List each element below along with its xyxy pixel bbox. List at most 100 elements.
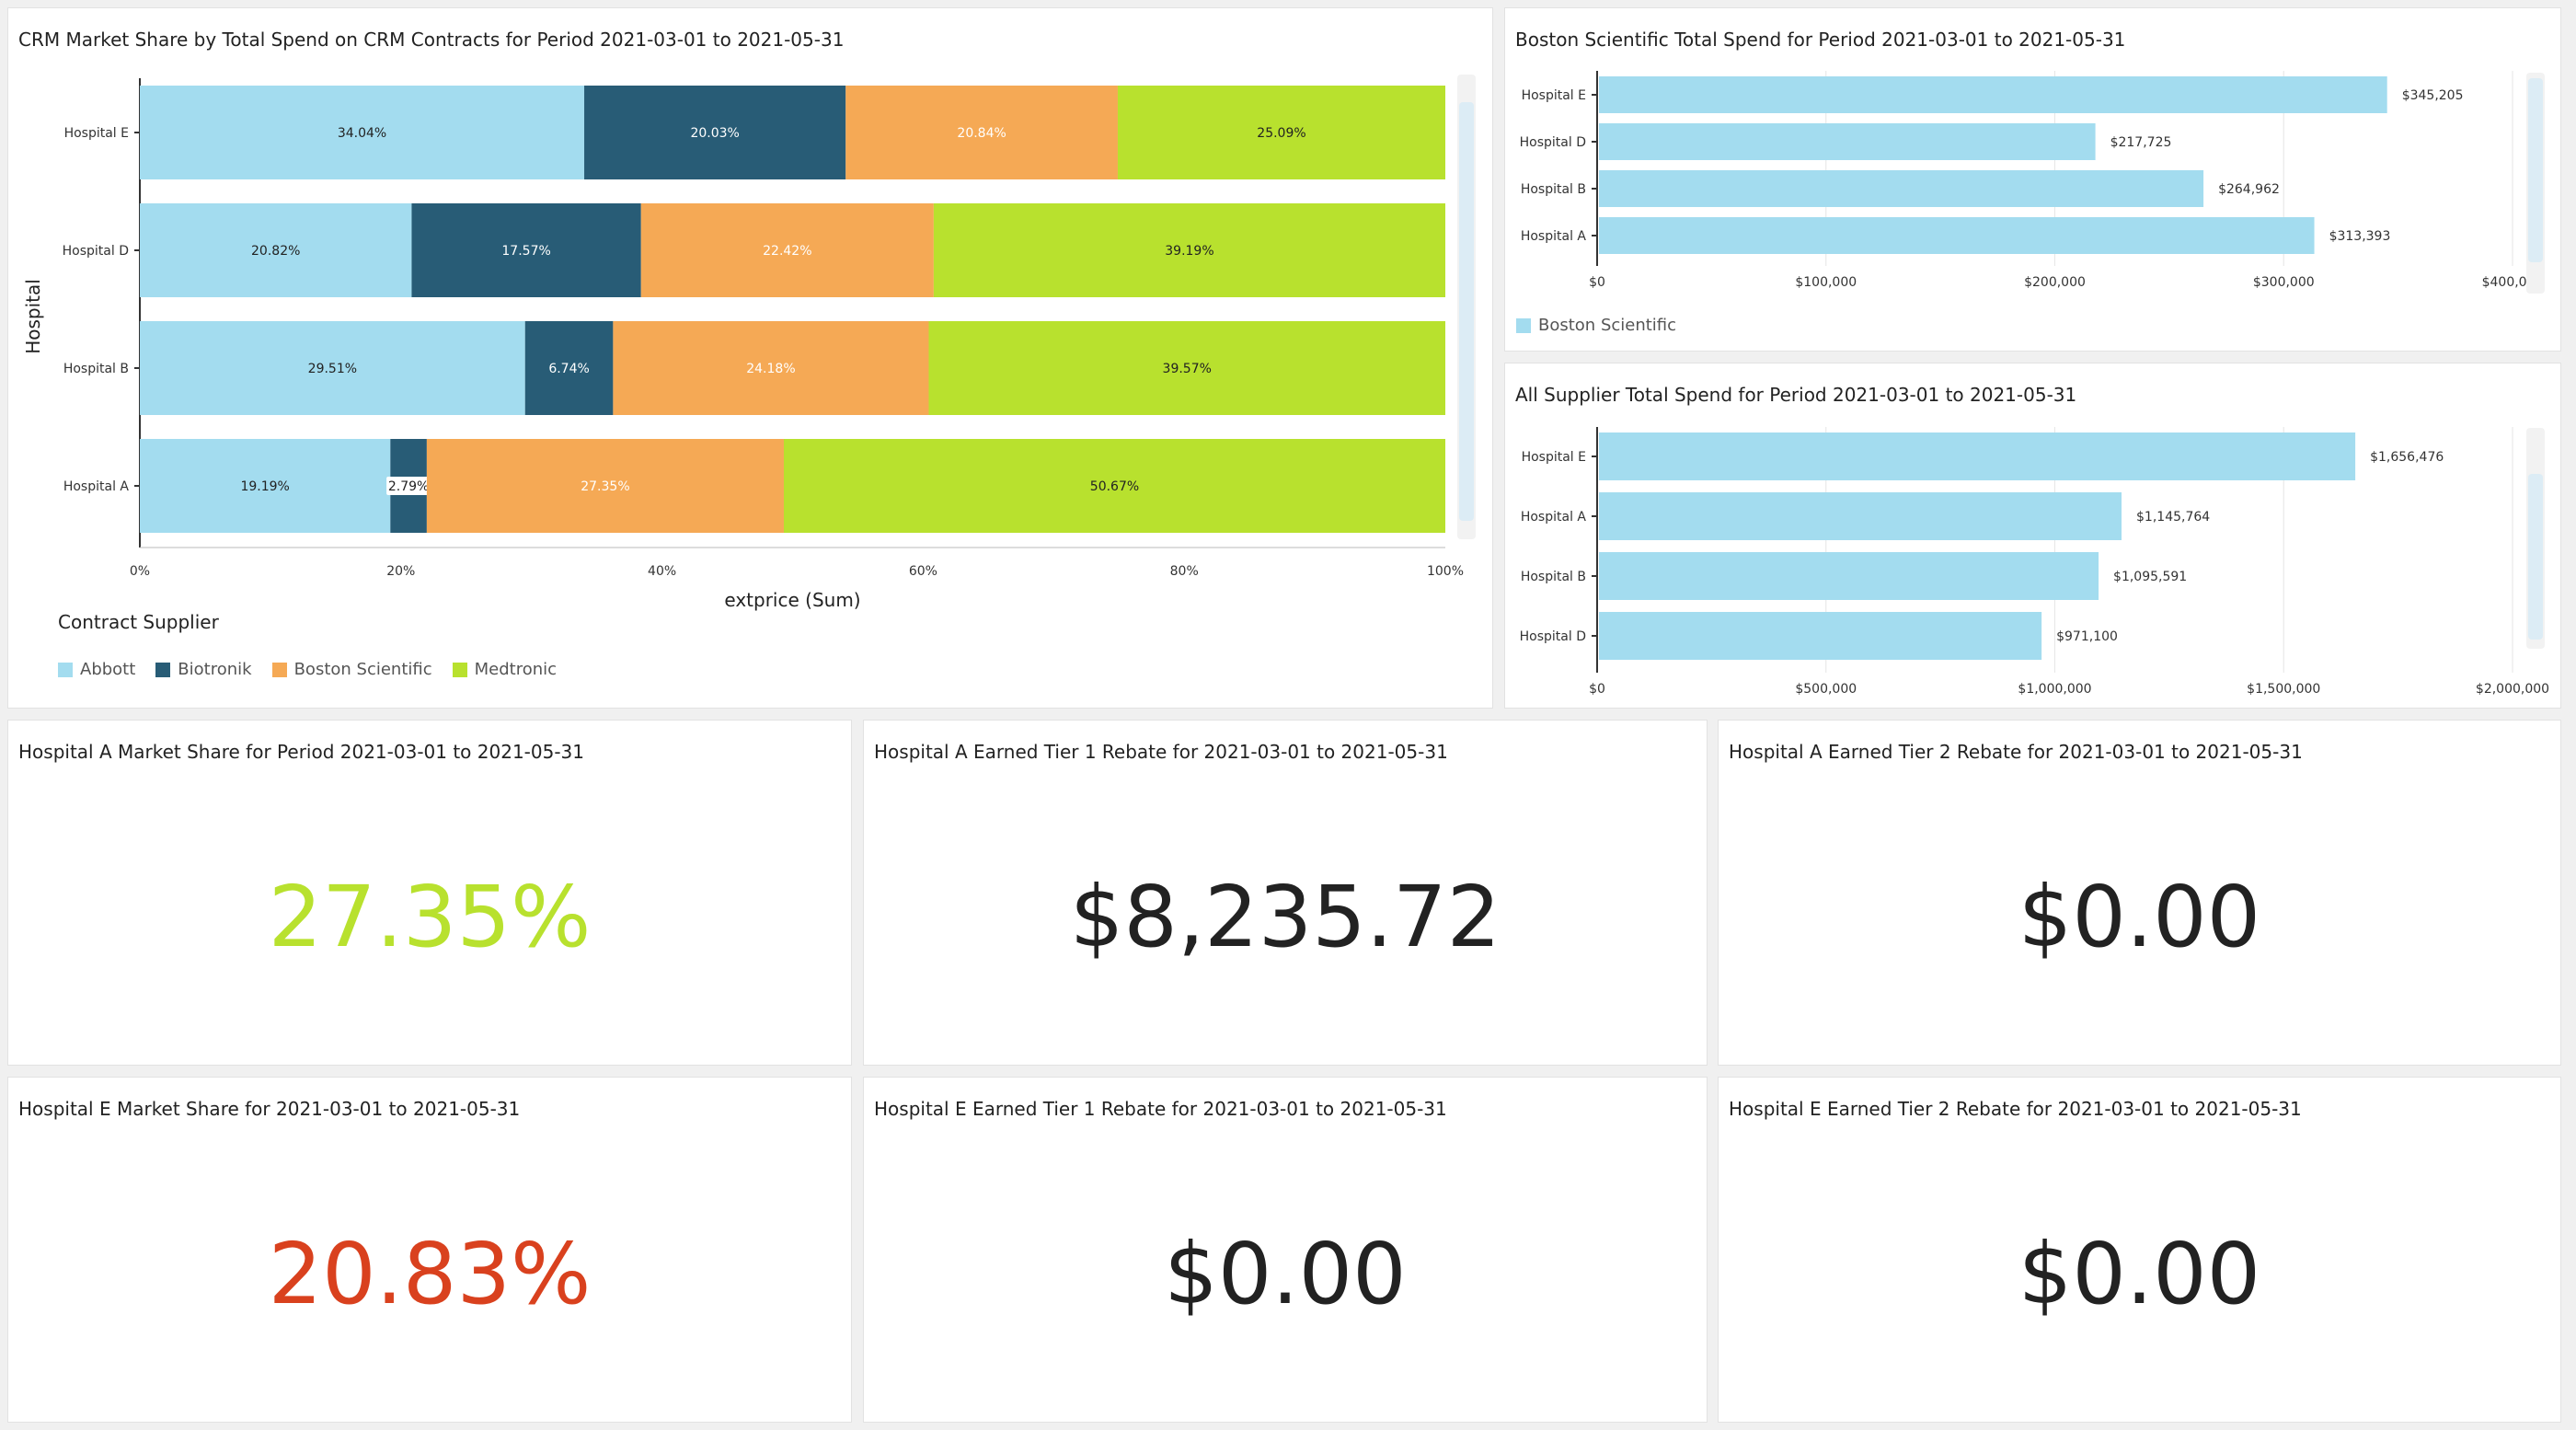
y-tick-label: Hospital D [1520, 629, 1586, 644]
y-tick-label: Hospital E [64, 126, 129, 141]
market-share-legend-title: Contract Supplier [58, 611, 219, 633]
data-label: 24.18% [746, 362, 795, 376]
kpi-title: Hospital A Market Share for Period 2021-… [18, 741, 585, 763]
kpi-value: 20.83% [268, 1225, 592, 1323]
data-label: $264,962 [2218, 182, 2280, 197]
x-tick-label: 40% [648, 564, 676, 579]
legend-item[interactable]: Biotronik [155, 660, 252, 679]
bar-segment [933, 203, 1445, 297]
bar-segment [640, 203, 934, 297]
data-label: 27.35% [581, 479, 629, 494]
x-tick-label: 80% [1170, 564, 1199, 579]
scrollbar-thumb[interactable] [2528, 474, 2543, 640]
data-label: $313,393 [2329, 229, 2391, 244]
all-supplier-spend-chart: $0 $500,000 $1,000,000 $1,500,000 $2,000,000… [1520, 427, 2549, 697]
all-supplier-spend-panel: All Supplier Total Spend for Period 2021… [1504, 363, 2561, 709]
boston-spend-title: Boston Scientific Total Spend for Period… [1515, 29, 2126, 51]
boston-spend-scrollbar[interactable] [2526, 73, 2545, 294]
x-tick-label: $300,000 [2253, 275, 2315, 290]
kpi-value: $0.00 [2018, 868, 2261, 966]
legend-label: Abbott [80, 660, 136, 679]
data-label: 20.82% [251, 244, 300, 259]
market-share-chart: Hospital E 34.04% 20.03% 20.84% 25.09% Hospit… [22, 78, 1464, 611]
legend-item[interactable]: Abbott [58, 660, 135, 679]
x-tick-label: 0% [130, 564, 150, 579]
data-label: 50.67% [1090, 479, 1139, 494]
y-tick-label: Hospital A [63, 479, 130, 494]
kpi-hospital-e-share: Hospital E Market Share for 2021-03-01 t… [7, 1077, 852, 1423]
data-label: $345,205 [2402, 88, 2464, 103]
market-share-title: CRM Market Share by Total Spend on CRM C… [18, 29, 845, 51]
bar [1599, 612, 2042, 660]
x-tick-label: $100,000 [1795, 275, 1857, 290]
legend-swatch [271, 662, 287, 677]
boston-spend-chart: $0 $100,000 $200,000 $300,000 $400,000Hospit… [1520, 71, 2543, 290]
bar-segment [411, 203, 641, 297]
bar-segment [140, 86, 585, 179]
x-tick-label: $1,000,000 [2018, 682, 2091, 697]
y-tick-label: Hospital B [63, 362, 129, 376]
x-axis-title: extprice (Sum) [724, 589, 860, 611]
kpi-title: Hospital A Earned Tier 2 Rebate for 2021… [1729, 741, 2303, 763]
legend-item[interactable]: Medtronic [452, 660, 558, 679]
x-tick-label: $500,000 [1795, 682, 1857, 697]
kpi-value: $0.00 [1164, 1225, 1407, 1323]
x-tick-label: $1,500,000 [2247, 682, 2320, 697]
kpi-hospital-e-tier2: Hospital E Earned Tier 2 Rebate for 2021… [1718, 1077, 2561, 1423]
bar-segment [524, 321, 614, 415]
legend-label: Boston Scientific [1538, 316, 1677, 335]
data-label: 34.04% [338, 126, 386, 141]
y-axis-title: Hospital [22, 279, 44, 354]
kpi-value: $0.00 [2018, 1225, 2261, 1323]
x-tick-label: $0 [1589, 275, 1605, 290]
market-share-legend: Abbott Biotronik Boston Scientific Medtroni… [58, 660, 577, 679]
data-label: $1,145,764 [2136, 510, 2210, 525]
y-tick-label: Hospital A [1521, 510, 1587, 525]
y-tick-label: Hospital B [1521, 570, 1586, 584]
kpi-hospital-a-tier2: Hospital A Earned Tier 2 Rebate for 2021… [1718, 720, 2561, 1066]
legend-swatch [1516, 317, 1531, 333]
bar-segment [783, 439, 1445, 533]
y-tick-label: Hospital B [1521, 182, 1586, 197]
data-label: 20.84% [957, 126, 1006, 141]
kpi-value: 27.35% [268, 868, 592, 966]
all-supplier-scrollbar[interactable] [2526, 428, 2545, 649]
scrollbar-thumb[interactable] [1459, 102, 1474, 521]
x-tick-label: 100% [1427, 564, 1464, 579]
bar [1599, 76, 2387, 113]
all-supplier-spend-title: All Supplier Total Spend for Period 2021… [1515, 384, 2077, 406]
bar [1599, 217, 2315, 254]
legend-swatch [452, 662, 467, 677]
data-label-bg [386, 477, 431, 495]
bar-segment [845, 86, 1118, 179]
y-tick-label: Hospital E [1522, 450, 1586, 465]
bar-segment [1117, 86, 1445, 179]
data-label: $1,095,591 [2113, 570, 2187, 584]
legend-item[interactable]: Boston Scientific [1516, 316, 1676, 335]
bar [1599, 123, 2096, 160]
data-label: 39.57% [1163, 362, 1212, 376]
y-tick-label: Hospital D [63, 244, 129, 259]
data-label: $1,656,476 [2370, 450, 2444, 465]
y-tick-label: Hospital A [1521, 229, 1587, 244]
scrollbar-thumb[interactable] [2528, 78, 2543, 262]
data-label: 20.03% [690, 126, 739, 141]
legend-label: Medtronic [474, 660, 558, 679]
bar-segment [928, 321, 1445, 415]
market-share-scrollbar[interactable] [1457, 75, 1476, 539]
bar [1599, 432, 2356, 480]
y-tick-label: Hospital E [1522, 88, 1586, 103]
legend-item[interactable]: Boston Scientific [271, 660, 432, 679]
bar-segment [140, 321, 525, 415]
y-tick-label: Hospital D [1520, 135, 1586, 150]
kpi-title: Hospital A Earned Tier 1 Rebate for 2021… [874, 741, 1448, 763]
data-label: $971,100 [2056, 629, 2118, 644]
data-label: 22.42% [763, 244, 811, 259]
data-label: 2.79% [388, 479, 429, 494]
data-label: 39.19% [1165, 244, 1213, 259]
kpi-hospital-a-share: Hospital A Market Share for Period 2021-… [7, 720, 852, 1066]
legend-swatch [58, 662, 73, 677]
data-label: 6.74% [548, 362, 589, 376]
kpi-value: $8,235.72 [1069, 868, 1501, 966]
legend-label: Boston Scientific [293, 660, 432, 679]
